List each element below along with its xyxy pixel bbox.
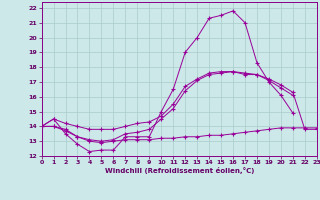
- X-axis label: Windchill (Refroidissement éolien,°C): Windchill (Refroidissement éolien,°C): [105, 167, 254, 174]
